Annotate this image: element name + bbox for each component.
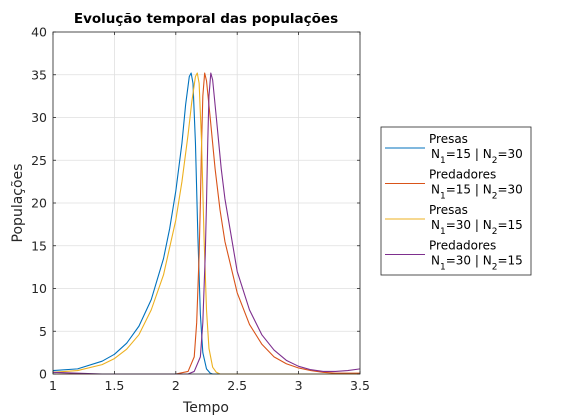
legend-label-1-line2: N1=15 | N2=30 xyxy=(431,147,523,166)
legend-label-4-line2: N1=30 | N2=15 xyxy=(431,254,523,273)
series-line-3 xyxy=(52,72,360,375)
legend-box xyxy=(380,126,532,276)
x-axis-label: Tempo xyxy=(182,400,229,416)
x-tick-label: 3.5 xyxy=(350,378,370,393)
legend-label-1-line1: Presas xyxy=(429,132,468,146)
y-tick-label: 40 xyxy=(31,25,47,40)
x-tick-label: 2 xyxy=(172,378,180,393)
y-tick-label: 5 xyxy=(39,324,47,339)
x-tick-label: 1 xyxy=(49,378,57,393)
chart-title: Evolução temporal das populações xyxy=(74,11,338,27)
series-line-1 xyxy=(52,72,360,375)
y-tick-label: 30 xyxy=(31,110,47,125)
legend-label-4-line1: Predadores xyxy=(429,239,496,253)
y-tick-label: 20 xyxy=(31,196,47,211)
axis-ticks: 1 1.5 2 2.5 3 3.5 0 5 10 15 20 25 30 35 40 xyxy=(31,25,370,394)
y-axis-label: Populações xyxy=(10,164,26,243)
x-tick-label: 2.5 xyxy=(227,378,247,393)
legend-label-3-line2: N1=30 | N2=15 xyxy=(431,218,523,237)
legend-label-2-line2: N1=15 | N2=30 xyxy=(431,183,523,202)
y-tick-label: 35 xyxy=(31,67,47,82)
x-tick-label: 1.5 xyxy=(104,378,124,393)
y-tick-label: 10 xyxy=(31,281,47,296)
x-tick-label: 3 xyxy=(295,378,303,393)
y-tick-label: 25 xyxy=(31,153,47,168)
y-tick-label: 0 xyxy=(39,367,47,382)
series-line-2 xyxy=(53,72,360,375)
legend-label-3-line1: Presas xyxy=(429,203,468,217)
legend-label-2-line1: Predadores xyxy=(429,168,496,182)
y-tick-label: 15 xyxy=(31,238,47,253)
